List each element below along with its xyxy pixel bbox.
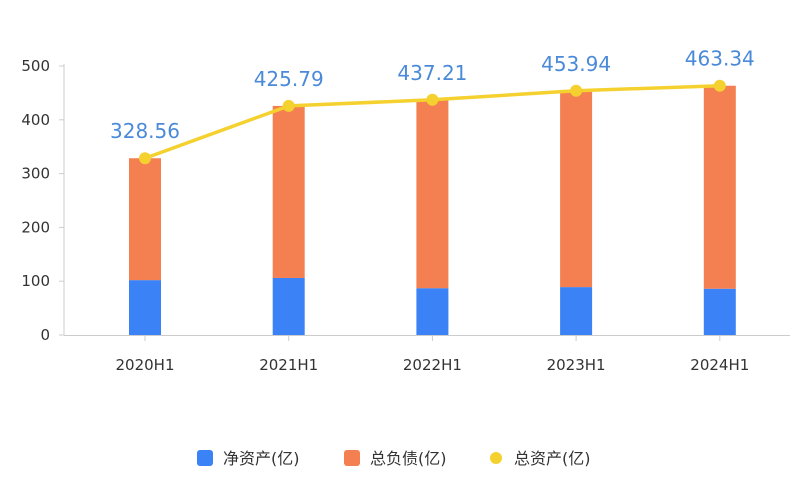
x-tick-label: 2023H1: [547, 356, 606, 374]
total-assets-point: [570, 84, 583, 97]
legend-label: 净资产(亿): [223, 449, 300, 468]
legend-label: 总资产(亿): [514, 449, 591, 468]
bar-net-assets: [129, 280, 161, 335]
legend-label: 总负债(亿): [370, 449, 447, 468]
y-tick-label: 100: [21, 272, 50, 290]
x-tick-label: 2021H1: [259, 356, 318, 374]
total-assets-point: [282, 99, 295, 112]
bar-total-liabilities: [129, 158, 161, 281]
total-assets-line: [139, 79, 726, 165]
legend-swatch-total-assets: [490, 452, 502, 464]
total-assets-point: [713, 79, 726, 92]
bar-total-liabilities: [703, 85, 736, 289]
y-tick-label: 500: [21, 57, 50, 75]
bar-total-liabilities: [416, 99, 449, 289]
legend: 净资产(亿) 总负债(亿) 总资产(亿): [197, 449, 591, 468]
bar-net-assets: [703, 288, 736, 335]
x-axis: 2020H1 2021H1 2022H1 2023H1 2024H1: [64, 335, 790, 374]
y-axis: 0 100 200 300 400 500: [21, 57, 65, 344]
total-assets-data-label: 463.34: [685, 47, 755, 71]
total-assets-point: [139, 152, 151, 165]
y-tick-label: 0: [40, 326, 50, 344]
x-tick-label: 2020H1: [116, 356, 175, 374]
total-assets-data-label: 453.94: [541, 52, 611, 76]
x-tick-label: 2022H1: [403, 356, 462, 374]
data-labels: 328.56 425.79 437.21 453.94 463.34: [110, 47, 755, 144]
y-tick-label: 300: [21, 165, 50, 183]
bar-total-liabilities: [560, 90, 593, 288]
bar-net-assets: [560, 287, 593, 335]
bar-net-assets: [272, 277, 305, 335]
total-assets-data-label: 437.21: [397, 61, 467, 85]
legend-swatch-total-liabilities: [344, 450, 360, 466]
y-tick-label: 200: [21, 218, 50, 236]
total-assets-data-label: 425.79: [254, 67, 324, 91]
y-tick-label: 400: [21, 111, 50, 129]
bar-net-assets: [416, 288, 449, 335]
x-tick-label: 2024H1: [690, 356, 749, 374]
bar-total-liabilities: [272, 105, 305, 278]
legend-swatch-net-assets: [197, 450, 213, 466]
total-assets-point: [426, 93, 439, 106]
bars: [129, 85, 736, 335]
total-assets-data-label: 328.56: [110, 119, 180, 143]
